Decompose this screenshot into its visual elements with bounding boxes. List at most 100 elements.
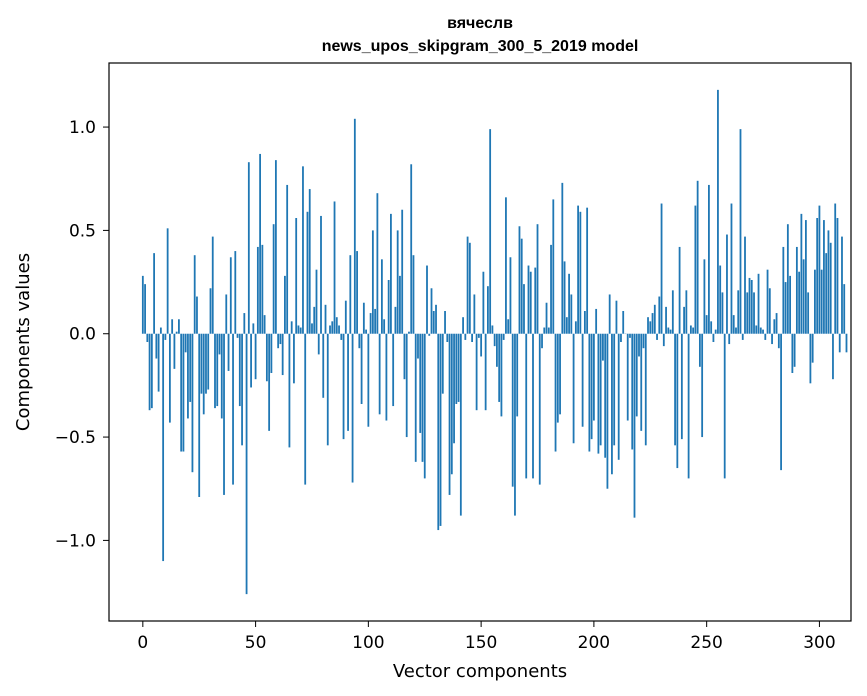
bar [299, 327, 302, 334]
bar [608, 294, 611, 334]
bar [155, 333, 158, 359]
bar [144, 284, 146, 334]
bar [726, 234, 728, 334]
bar [268, 333, 271, 431]
bar [511, 333, 514, 487]
bar [782, 246, 785, 334]
bar [615, 300, 618, 334]
bar [832, 333, 834, 380]
bar [250, 333, 252, 388]
bar [565, 317, 568, 334]
bar [333, 201, 336, 334]
x-tick-label: 150 [465, 633, 497, 653]
bar [259, 153, 261, 334]
bar [468, 242, 471, 334]
bar [317, 333, 320, 355]
bar [633, 333, 636, 518]
bar [243, 313, 246, 334]
bar [676, 333, 679, 469]
bar [807, 292, 810, 334]
bar [753, 292, 755, 334]
x-tick-label: 250 [690, 633, 722, 653]
bar [534, 267, 537, 334]
bar [162, 333, 165, 562]
bar [592, 333, 595, 421]
bar [683, 306, 685, 334]
bar [304, 333, 307, 485]
bar [746, 292, 749, 334]
bar [306, 211, 309, 334]
bar [390, 213, 392, 334]
bar [401, 209, 404, 334]
bar [798, 271, 801, 334]
bar [290, 321, 293, 334]
bar [737, 290, 740, 334]
bar [653, 304, 656, 334]
bar [448, 333, 451, 495]
bar [338, 325, 340, 334]
bar [412, 255, 415, 334]
bar [496, 333, 498, 367]
bar [399, 275, 401, 334]
bar [829, 242, 832, 334]
bar [254, 333, 257, 380]
chart-title: вячеслв [447, 15, 513, 32]
bar [717, 89, 719, 334]
bar [595, 308, 598, 334]
bar [150, 333, 153, 409]
bar [804, 220, 807, 334]
bar [735, 327, 737, 334]
bar [365, 329, 367, 334]
x-tick-label: 200 [578, 633, 610, 653]
bar [721, 292, 724, 334]
bars-group [141, 89, 848, 595]
bar [841, 236, 843, 334]
bar [764, 333, 767, 340]
bar [574, 321, 577, 334]
bar [193, 255, 196, 334]
bar [223, 333, 225, 495]
bar [606, 333, 609, 489]
bar [590, 333, 593, 440]
bar [236, 333, 239, 338]
bar [166, 228, 169, 334]
bar [356, 251, 358, 334]
bar [642, 333, 645, 349]
bar [520, 238, 523, 334]
x-tick-label: 50 [245, 633, 267, 653]
bar [414, 333, 417, 462]
bar [685, 290, 688, 334]
bar [245, 333, 248, 595]
bar [620, 333, 622, 342]
bar [247, 162, 250, 334]
bar [473, 294, 476, 334]
bar [335, 317, 338, 334]
bar [579, 211, 582, 334]
bar [543, 327, 546, 334]
bar [626, 333, 629, 421]
bar [762, 329, 764, 334]
bar [489, 129, 492, 334]
bar [322, 333, 325, 398]
bar [538, 333, 541, 485]
bar [502, 333, 505, 340]
bar [444, 311, 446, 334]
bar [232, 333, 234, 485]
bar [146, 333, 149, 342]
bar [622, 311, 625, 334]
bar [435, 304, 437, 334]
bar [371, 230, 374, 334]
bar [252, 323, 255, 334]
bar [638, 333, 640, 357]
bar [380, 259, 383, 334]
bar [505, 197, 507, 334]
bar [351, 333, 354, 483]
bar [218, 333, 221, 355]
bar [748, 277, 751, 334]
bar [157, 333, 160, 392]
bar [196, 296, 198, 334]
bar [426, 265, 428, 334]
bar [477, 333, 480, 338]
bar [238, 333, 241, 407]
